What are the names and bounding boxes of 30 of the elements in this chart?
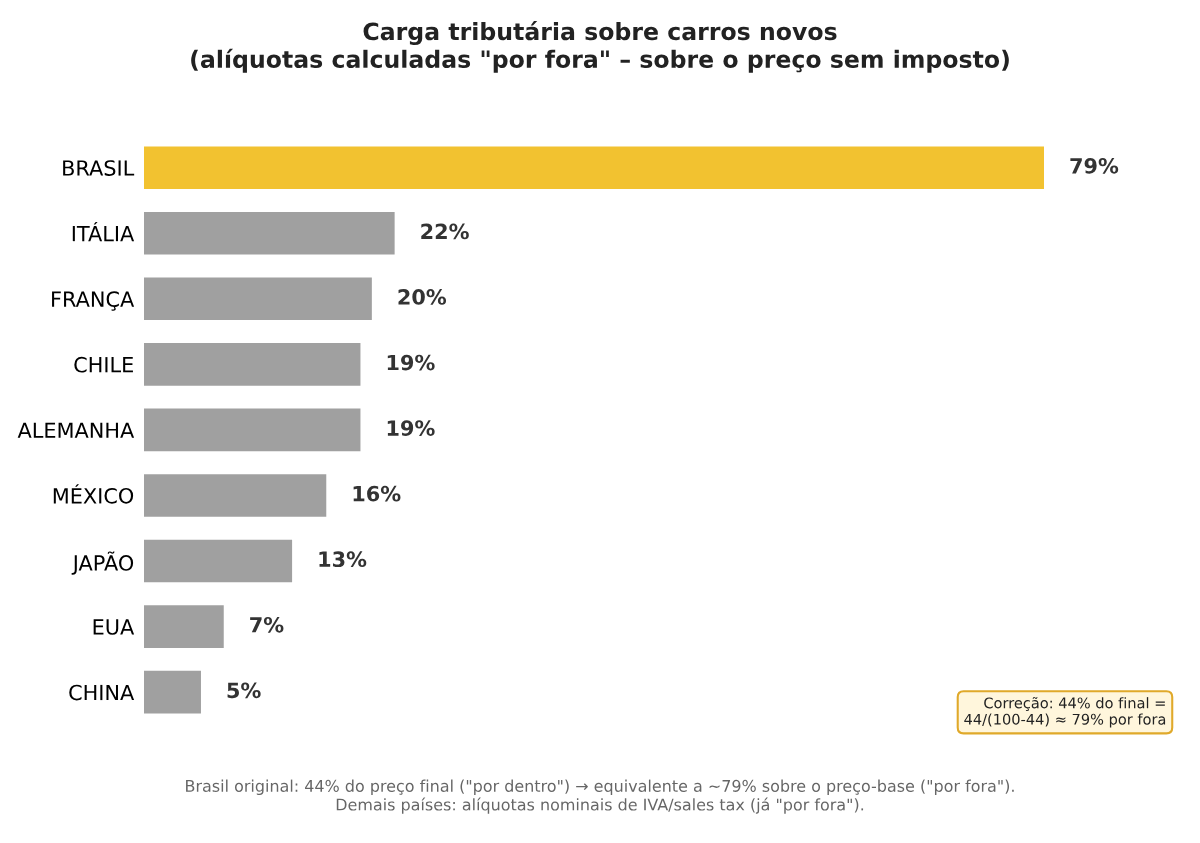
chart-title: Carga tributária sobre carros novos (alíquotas calculadas "por fora" – sobre o preço sem imposto) xyxy=(191,21,1009,73)
data-label: 22% xyxy=(421,223,469,240)
bar xyxy=(144,670,201,714)
y-tick-label: BRASIL xyxy=(63,160,135,176)
bar xyxy=(144,605,224,648)
y-tick-label: FRANÇA xyxy=(52,291,135,311)
y-tick-label: CHINA xyxy=(69,684,135,701)
bar xyxy=(144,474,327,517)
data-label: 19% xyxy=(387,354,435,371)
annotation: Correção: 44% do final = 44/(100-44) ≈ 79% por fora xyxy=(964,696,1166,728)
data-label: 20% xyxy=(398,289,447,305)
data-label: 19% xyxy=(387,420,435,436)
y-tick-label: EUA xyxy=(93,619,135,635)
bar xyxy=(144,408,361,452)
bar xyxy=(144,539,293,583)
text: Brasil original: 44% do preço final ("por dentro") → equivalente a ~79% sobre o preço-base ("por fora"). Demais países: alíquotas nominais de IVA/sales tax (já "por fora"). xyxy=(186,779,1014,814)
y-tick-label: JAPÃO xyxy=(71,551,134,575)
y-tick-label: ALEMANHA xyxy=(17,422,135,438)
data-label: 7% xyxy=(250,616,284,633)
data-label: 16% xyxy=(353,485,401,502)
data-label: 79% xyxy=(1070,157,1119,174)
y-tick-label: MÉXICO xyxy=(53,484,134,504)
y-tick-label: CHILE xyxy=(74,356,133,373)
data-label: 5% xyxy=(227,682,261,699)
y-tick-label: ITÁLIA xyxy=(72,221,135,242)
data-label: 13% xyxy=(319,551,367,568)
bar xyxy=(144,343,361,386)
bar xyxy=(144,211,395,255)
bar xyxy=(144,146,1044,189)
bar xyxy=(144,277,372,321)
